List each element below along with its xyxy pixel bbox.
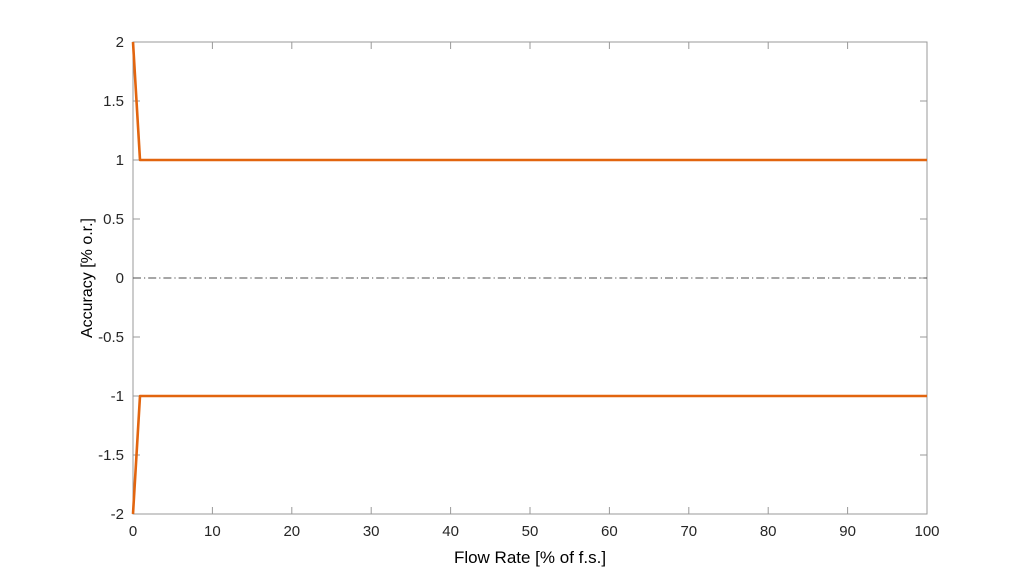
svg-text:-0.5: -0.5	[98, 329, 124, 346]
svg-text:-1: -1	[111, 388, 124, 405]
svg-text:0.5: 0.5	[103, 211, 124, 228]
svg-text:60: 60	[601, 523, 618, 540]
svg-text:0: 0	[116, 270, 124, 287]
svg-text:Accuracy [% o.r.]: Accuracy [% o.r.]	[79, 218, 96, 338]
svg-text:40: 40	[442, 523, 459, 540]
svg-text:100: 100	[914, 523, 939, 540]
svg-text:70: 70	[680, 523, 697, 540]
svg-text:10: 10	[204, 523, 221, 540]
svg-text:-2: -2	[111, 506, 124, 523]
svg-text:1: 1	[116, 152, 124, 169]
svg-text:Flow Rate [% of f.s.]: Flow Rate [% of f.s.]	[454, 548, 606, 567]
svg-text:90: 90	[839, 523, 856, 540]
svg-text:50: 50	[522, 523, 539, 540]
svg-text:2: 2	[116, 34, 124, 51]
svg-text:0: 0	[129, 523, 137, 540]
svg-text:20: 20	[283, 523, 300, 540]
svg-text:80: 80	[760, 523, 777, 540]
svg-text:-1.5: -1.5	[98, 447, 124, 464]
svg-text:30: 30	[363, 523, 380, 540]
svg-text:1.5: 1.5	[103, 93, 124, 110]
